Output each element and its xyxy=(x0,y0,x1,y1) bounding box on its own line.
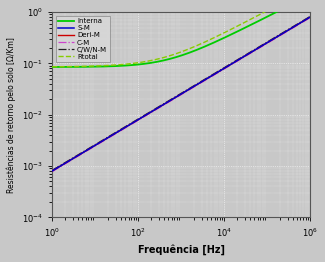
Line: C/W/N-M: C/W/N-M xyxy=(52,17,310,170)
Deri-M xyxy=(308,15,312,19)
X-axis label: Frequência [Hz]: Frequência [Hz] xyxy=(137,244,225,255)
Deri-M xyxy=(253,48,257,51)
Line: Interna: Interna xyxy=(52,0,310,67)
Legend: Interna, S-M, Deri-M, C-M, C/W/N-M, Rtotal: Interna, S-M, Deri-M, C-M, C/W/N-M, Rtot… xyxy=(56,16,110,62)
Line: C-M: C-M xyxy=(52,18,310,172)
C/W/N-M xyxy=(301,19,305,23)
S-M xyxy=(301,20,305,23)
Deri-M xyxy=(301,20,305,23)
Interna xyxy=(301,0,305,1)
Line: Rtotal: Rtotal xyxy=(52,0,310,67)
C-M xyxy=(176,95,179,99)
C/W/N-M xyxy=(253,48,257,51)
Deri-M xyxy=(63,162,67,165)
C-M xyxy=(301,21,305,24)
S-M xyxy=(253,48,257,51)
C-M xyxy=(253,49,257,52)
C-M xyxy=(308,16,312,19)
C/W/N-M xyxy=(50,169,54,172)
Deri-M xyxy=(50,170,54,173)
S-M xyxy=(169,99,173,102)
S-M xyxy=(301,20,305,23)
S-M xyxy=(63,162,67,165)
Interna xyxy=(63,66,67,69)
C/W/N-M xyxy=(63,161,67,164)
Interna xyxy=(50,66,54,69)
Line: S-M: S-M xyxy=(52,17,310,171)
C-M xyxy=(169,99,173,102)
Rtotal xyxy=(50,65,54,68)
S-M xyxy=(176,95,179,98)
C/W/N-M xyxy=(301,19,305,23)
S-M xyxy=(308,15,312,19)
Interna xyxy=(176,55,179,58)
C-M xyxy=(50,170,54,173)
Rtotal xyxy=(253,15,257,19)
Y-axis label: Resistências de retorno pelo solo [Ω/Km]: Resistências de retorno pelo solo [Ω/Km] xyxy=(7,37,17,193)
C-M xyxy=(63,162,67,165)
C/W/N-M xyxy=(308,15,312,18)
C/W/N-M xyxy=(176,94,179,97)
Line: Deri-M: Deri-M xyxy=(52,17,310,171)
S-M xyxy=(50,170,54,173)
Deri-M xyxy=(169,99,173,102)
C/W/N-M xyxy=(169,98,173,101)
Rtotal xyxy=(169,54,173,57)
Interna xyxy=(301,0,305,1)
Deri-M xyxy=(176,95,179,98)
Rtotal xyxy=(63,65,67,68)
Interna xyxy=(169,57,173,60)
Rtotal xyxy=(176,52,179,55)
Interna xyxy=(253,21,257,24)
Deri-M xyxy=(301,20,305,23)
C-M xyxy=(301,21,305,24)
